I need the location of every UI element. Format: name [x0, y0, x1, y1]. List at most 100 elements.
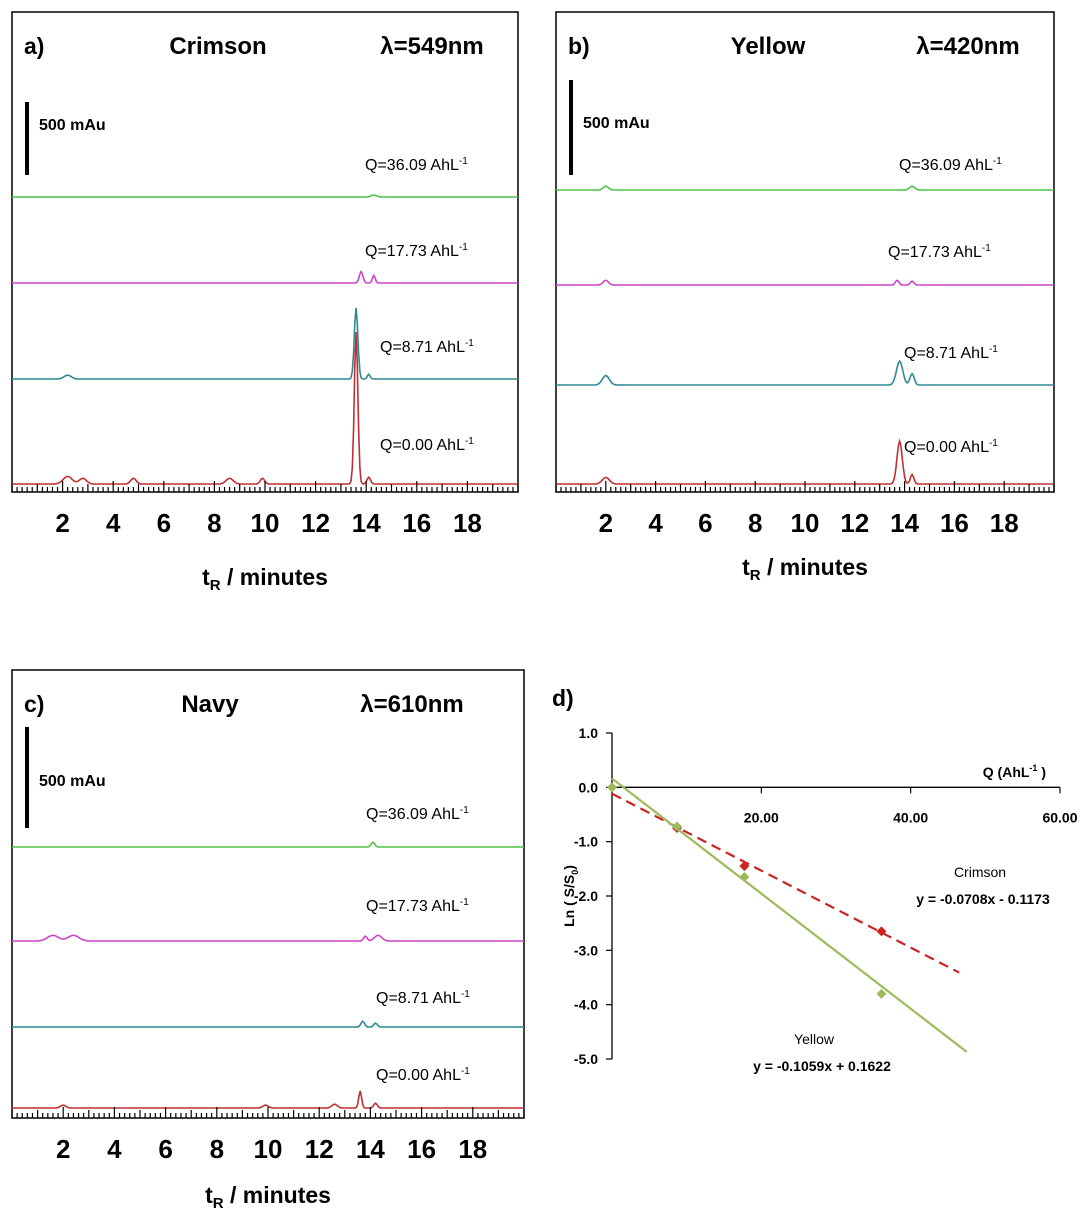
- x-tick-label: 10: [791, 508, 820, 538]
- y-axis-label: Ln ( S/S0): [561, 865, 580, 927]
- series-name-label: Yellow: [794, 1031, 835, 1047]
- x-tick-label: 2: [55, 508, 69, 538]
- scale-bar-label: 500 mAu: [583, 115, 650, 132]
- x-tick-label: 6: [157, 508, 171, 538]
- x-axis-label-rest: / minutes: [221, 564, 328, 590]
- x-axis-label-main: t: [742, 554, 750, 580]
- y-axis-label-main: Ln ( S/S: [561, 875, 577, 927]
- trace-line: [12, 194, 518, 198]
- x-axis-label-main: Q (AhL: [983, 764, 1030, 780]
- panel-label: b): [568, 33, 590, 59]
- trace-label: Q=36.09 AhL-1: [366, 805, 469, 823]
- trace-label-text: Q=17.73 AhL: [888, 244, 982, 261]
- x-tick-label: 14: [890, 508, 919, 538]
- trend-line: [611, 777, 968, 1053]
- trace-label: Q=17.73 AhL-1: [365, 242, 468, 260]
- x-axis-label-subscript: R: [213, 1195, 224, 1211]
- series-name-label: Crimson: [954, 864, 1006, 880]
- x-tick-label: 16: [940, 508, 969, 538]
- equation-label: y = -0.1059x + 0.1622: [753, 1058, 891, 1074]
- trace-label-text: Q=36.09 AhL: [365, 157, 459, 174]
- regression-panel-d: d) 1.0 0.0 -1.0 -2.0 -3.0 -4.0 -5.0 20.00 40.00 60…: [552, 685, 1078, 1074]
- panel-label: d): [552, 685, 574, 711]
- trace-label-superscript: -1: [465, 436, 474, 447]
- trace-label-text: Q=36.09 AhL: [899, 157, 993, 174]
- trace-label-text: Q=8.71 AhL: [376, 990, 461, 1007]
- data-point: [876, 926, 887, 937]
- x-axis-label-subscript: R: [750, 567, 761, 584]
- trace-label: Q=8.71 AhL-1: [904, 344, 998, 362]
- x-tick-label: 60.00: [1042, 809, 1077, 825]
- x-tick-label: 18: [458, 1134, 487, 1164]
- x-axis-label-superscript: -1: [1029, 763, 1037, 773]
- y-tick-label: -1.0: [574, 834, 598, 850]
- trace-label-superscript: -1: [465, 338, 474, 349]
- trace-label-text: Q=0.00 AhL: [904, 439, 989, 456]
- trace-label: Q=8.71 AhL-1: [380, 338, 474, 356]
- trace-label-superscript: -1: [461, 989, 470, 1000]
- trace-line: [12, 307, 518, 380]
- wavelength-label: λ=549nm: [380, 33, 483, 60]
- chart-title: Navy: [181, 691, 239, 718]
- trace-label-text: Q=17.73 AhL: [365, 243, 459, 260]
- y-tick-label: -3.0: [574, 942, 598, 958]
- panel-label: c): [24, 691, 44, 717]
- trace-label: Q=36.09 AhL-1: [899, 156, 1002, 174]
- x-tick-label: 14: [356, 1134, 385, 1164]
- trace-label: Q=0.00 AhL-1: [904, 438, 998, 456]
- trace-label-text: Q=0.00 AhL: [380, 437, 465, 454]
- trace-label: Q=17.73 AhL-1: [366, 897, 469, 915]
- x-axis-label-rest: / minutes: [224, 1182, 331, 1208]
- trace-line: [12, 1020, 524, 1028]
- y-tick-label: -4.0: [574, 997, 598, 1013]
- x-tick-label: 16: [407, 1134, 436, 1164]
- trace-label-superscript: -1: [993, 156, 1002, 167]
- x-tick-label: 6: [698, 508, 712, 538]
- x-tick-label: 4: [648, 508, 663, 538]
- equation-label: y = -0.0708x - 0.1173: [916, 891, 1050, 907]
- x-tick-label: 12: [301, 508, 330, 538]
- trace-label-superscript: -1: [460, 805, 469, 816]
- trace-label-text: Q=17.73 AhL: [366, 898, 460, 915]
- x-axis-label-main: t: [202, 564, 210, 590]
- x-tick-label: 40.00: [893, 809, 928, 825]
- x-tick-label: 8: [210, 1134, 224, 1164]
- scale-bar-label: 500 mAu: [39, 117, 106, 134]
- y-tick-label: -5.0: [574, 1051, 598, 1067]
- trace-line: [12, 841, 524, 848]
- x-tick-label: 18: [990, 508, 1019, 538]
- x-axis-label-subscript: R: [210, 577, 221, 594]
- trace-line: [556, 279, 1054, 286]
- x-axis-label: tR / minutes: [205, 1182, 331, 1211]
- trace-label-superscript: -1: [460, 897, 469, 908]
- plot-frame: [11, 669, 525, 1119]
- trace-label-text: Q=8.71 AhL: [380, 339, 465, 356]
- trace-label: Q=8.71 AhL-1: [376, 989, 470, 1007]
- trace-label-text: Q=36.09 AhL: [366, 806, 460, 823]
- x-axis-label-rest: / minutes: [761, 554, 868, 580]
- chart-title: Yellow: [731, 33, 806, 60]
- y-axis-label-subscript: 0: [570, 870, 580, 875]
- trace-line: [556, 185, 1054, 191]
- scale-bar-label: 500 mAu: [39, 773, 106, 790]
- wavelength-label: λ=610nm: [360, 691, 463, 718]
- trace-label-superscript: -1: [461, 1066, 470, 1077]
- x-tick-label: 10: [251, 508, 280, 538]
- y-tick-label: 1.0: [579, 725, 599, 741]
- trace-label-superscript: -1: [459, 242, 468, 253]
- x-tick-label: 14: [352, 508, 381, 538]
- trace-line: [12, 934, 524, 942]
- trace-label-superscript: -1: [459, 156, 468, 167]
- data-point: [876, 988, 887, 999]
- trace-line: [12, 269, 518, 284]
- y-axis-label-end: ): [561, 865, 577, 870]
- x-axis-label-end: ): [1037, 764, 1046, 780]
- x-tick-label: 10: [254, 1134, 283, 1164]
- trace-label: Q=0.00 AhL-1: [380, 436, 474, 454]
- data-point: [739, 861, 750, 872]
